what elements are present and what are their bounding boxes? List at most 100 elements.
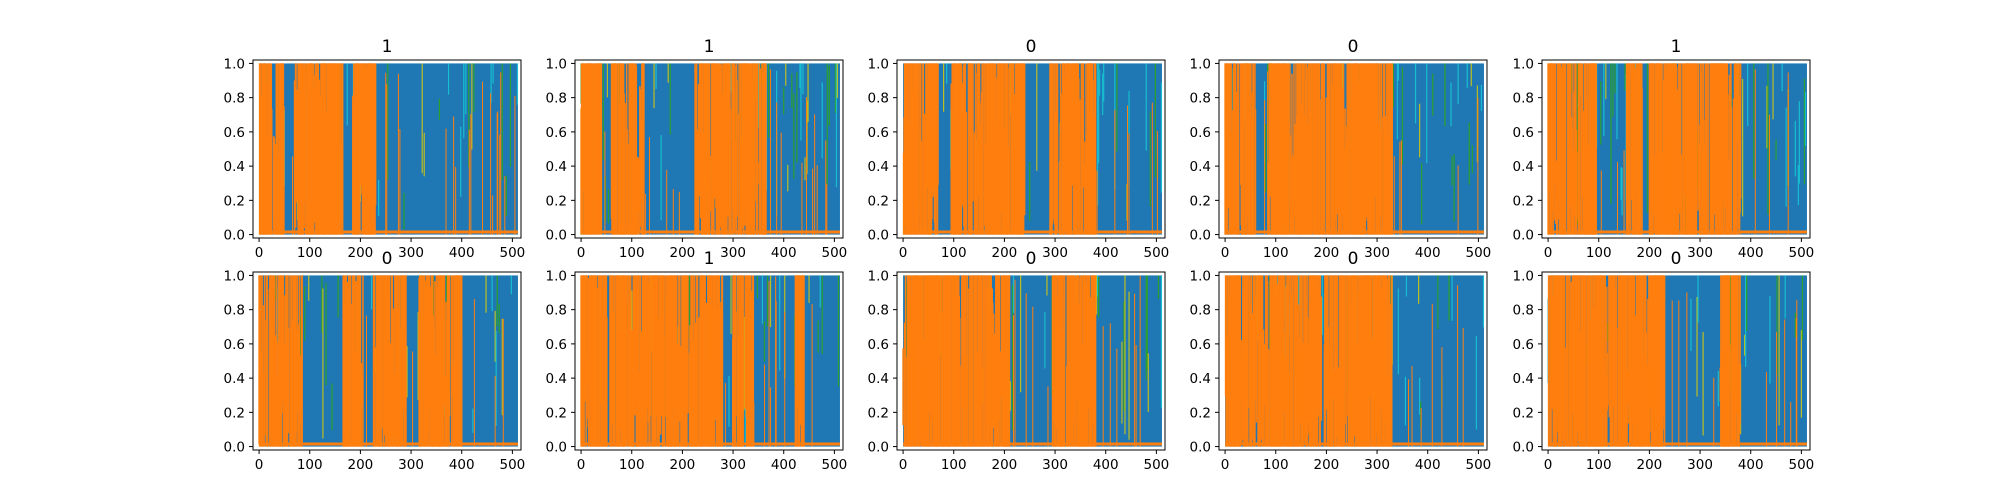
y-tick-label: 0.0 xyxy=(1513,440,1534,456)
x-tick-label: 100 xyxy=(297,245,323,261)
y-tick-label: 1.0 xyxy=(1513,268,1534,284)
x-tick-label: 100 xyxy=(1263,457,1289,473)
y-tick-label: 0.2 xyxy=(1190,405,1211,421)
x-tick-label: 200 xyxy=(992,457,1018,473)
axes-frame xyxy=(1541,271,1811,451)
y-tick-label: 0.8 xyxy=(868,303,889,319)
y-tick-label: 0.6 xyxy=(1513,125,1534,141)
y-tick-label: 0.0 xyxy=(1190,440,1211,456)
x-tick-label: 500 xyxy=(821,457,847,473)
axes-frame xyxy=(574,271,844,451)
x-tick-label: 100 xyxy=(1586,457,1612,473)
y-tick-label: 0.2 xyxy=(1190,193,1211,209)
y-tick-label: 0.8 xyxy=(1190,303,1211,319)
x-tick-label: 0 xyxy=(1544,457,1553,473)
subplot-title: 1 xyxy=(704,249,715,269)
x-tick-label: 0 xyxy=(1544,245,1553,261)
y-tick-label: 0.0 xyxy=(546,228,567,244)
y-tick-label: 1.0 xyxy=(1513,56,1534,72)
x-tick-label: 300 xyxy=(720,245,746,261)
y-tick-label: 0.4 xyxy=(868,371,889,387)
plot-area xyxy=(1224,275,1485,447)
x-tick-label: 0 xyxy=(1221,245,1230,261)
x-tick-label: 100 xyxy=(1586,245,1612,261)
x-tick-label: 100 xyxy=(619,245,645,261)
y-tick-label: 0.6 xyxy=(868,125,889,141)
plot-area xyxy=(902,63,1163,235)
x-tick-label: 200 xyxy=(1314,457,1340,473)
y-tick-label: 0.4 xyxy=(1190,159,1211,175)
subplot-1: 1 0 100 200 300 400 500 0.0 0.2 0.4 0.6 0.8 1.0 xyxy=(224,37,526,261)
y-tick-label: 0.4 xyxy=(1513,159,1534,175)
y-tick-label: 0.6 xyxy=(1513,337,1534,353)
x-tick-label: 500 xyxy=(499,457,525,473)
subplot-title: 0 xyxy=(1026,37,1037,57)
x-tick-label: 200 xyxy=(670,457,696,473)
x-tick-label: 0 xyxy=(255,457,264,473)
subplot-title: 1 xyxy=(382,37,393,57)
x-tick-label: 300 xyxy=(398,457,424,473)
x-tick-label: 400 xyxy=(1738,457,1764,473)
y-tick-label: 0.0 xyxy=(546,440,567,456)
y-tick-label: 0.8 xyxy=(1513,303,1534,319)
y-tick-label: 0.0 xyxy=(224,440,245,456)
x-tick-label: 300 xyxy=(398,245,424,261)
series-0-fill xyxy=(903,63,1162,235)
y-tick-label: 0.8 xyxy=(224,91,245,107)
y-tick-label: 1.0 xyxy=(868,268,889,284)
y-tick-label: 0.4 xyxy=(224,159,245,175)
x-tick-label: 100 xyxy=(619,457,645,473)
y-tick-label: 0.0 xyxy=(868,440,889,456)
y-tick-label: 0.8 xyxy=(1513,91,1534,107)
x-tick-label: 100 xyxy=(1263,245,1289,261)
x-tick-label: 400 xyxy=(771,457,797,473)
x-tick-label: 200 xyxy=(348,245,374,261)
y-tick-label: 1.0 xyxy=(546,268,567,284)
y-tick-label: 0.2 xyxy=(224,405,245,421)
plot-area xyxy=(902,275,1163,447)
y-tick-label: 0.2 xyxy=(546,405,567,421)
axes-frame xyxy=(252,59,522,239)
x-tick-label: 500 xyxy=(499,245,525,261)
x-tick-label: 300 xyxy=(1364,245,1390,261)
y-tick-label: 0.6 xyxy=(546,337,567,353)
x-tick-label: 100 xyxy=(297,457,323,473)
plot-area xyxy=(1547,63,1807,235)
x-tick-label: 200 xyxy=(1314,245,1340,261)
subplot-8: 0 0 100 200 300 400 500 0.0 0.2 0.4 0.6 0.8 1.0 xyxy=(868,249,1170,473)
y-tick-label: 0.2 xyxy=(1513,193,1534,209)
y-tick-label: 0.0 xyxy=(1513,228,1534,244)
y-tick-label: 0.8 xyxy=(546,91,567,107)
y-tick-label: 1.0 xyxy=(1190,268,1211,284)
y-tick-label: 0.8 xyxy=(224,303,245,319)
x-tick-label: 400 xyxy=(1415,245,1441,261)
y-tick-label: 0.0 xyxy=(1190,228,1211,244)
x-tick-label: 0 xyxy=(899,457,908,473)
x-tick-label: 0 xyxy=(899,245,908,261)
y-tick-label: 0.6 xyxy=(546,125,567,141)
axes-frame xyxy=(252,271,522,451)
x-tick-label: 0 xyxy=(577,457,586,473)
y-tick-label: 0.4 xyxy=(546,371,567,387)
x-tick-label: 400 xyxy=(1738,245,1764,261)
plot-area xyxy=(580,63,840,235)
x-tick-label: 400 xyxy=(1093,457,1119,473)
y-tick-label: 0.4 xyxy=(868,159,889,175)
x-tick-label: 400 xyxy=(449,245,475,261)
subplot-7: 1 0 100 200 300 400 500 0.0 0.2 0.4 0.6 0.8 1.0 xyxy=(546,249,848,473)
subplot-title: 1 xyxy=(1671,37,1682,57)
axes-frame xyxy=(574,59,844,239)
subplot-4: 0 0 100 200 300 400 500 0.0 0.2 0.4 0.6 0.8 1.0 xyxy=(1190,37,1492,261)
x-tick-label: 300 xyxy=(1364,457,1390,473)
subplot-10: 0 0 100 200 300 400 500 0.0 0.2 0.4 0.6 0.8 1.0 xyxy=(1513,249,1815,473)
y-tick-label: 0.0 xyxy=(868,228,889,244)
axes-frame xyxy=(1541,59,1811,239)
x-tick-label: 0 xyxy=(577,245,586,261)
y-tick-label: 1.0 xyxy=(224,56,245,72)
subplot-title: 0 xyxy=(1671,249,1682,269)
y-tick-label: 0.8 xyxy=(868,91,889,107)
x-tick-label: 400 xyxy=(1093,245,1119,261)
x-tick-label: 400 xyxy=(1415,457,1441,473)
y-tick-label: 0.6 xyxy=(224,125,245,141)
plot-area xyxy=(258,275,518,447)
